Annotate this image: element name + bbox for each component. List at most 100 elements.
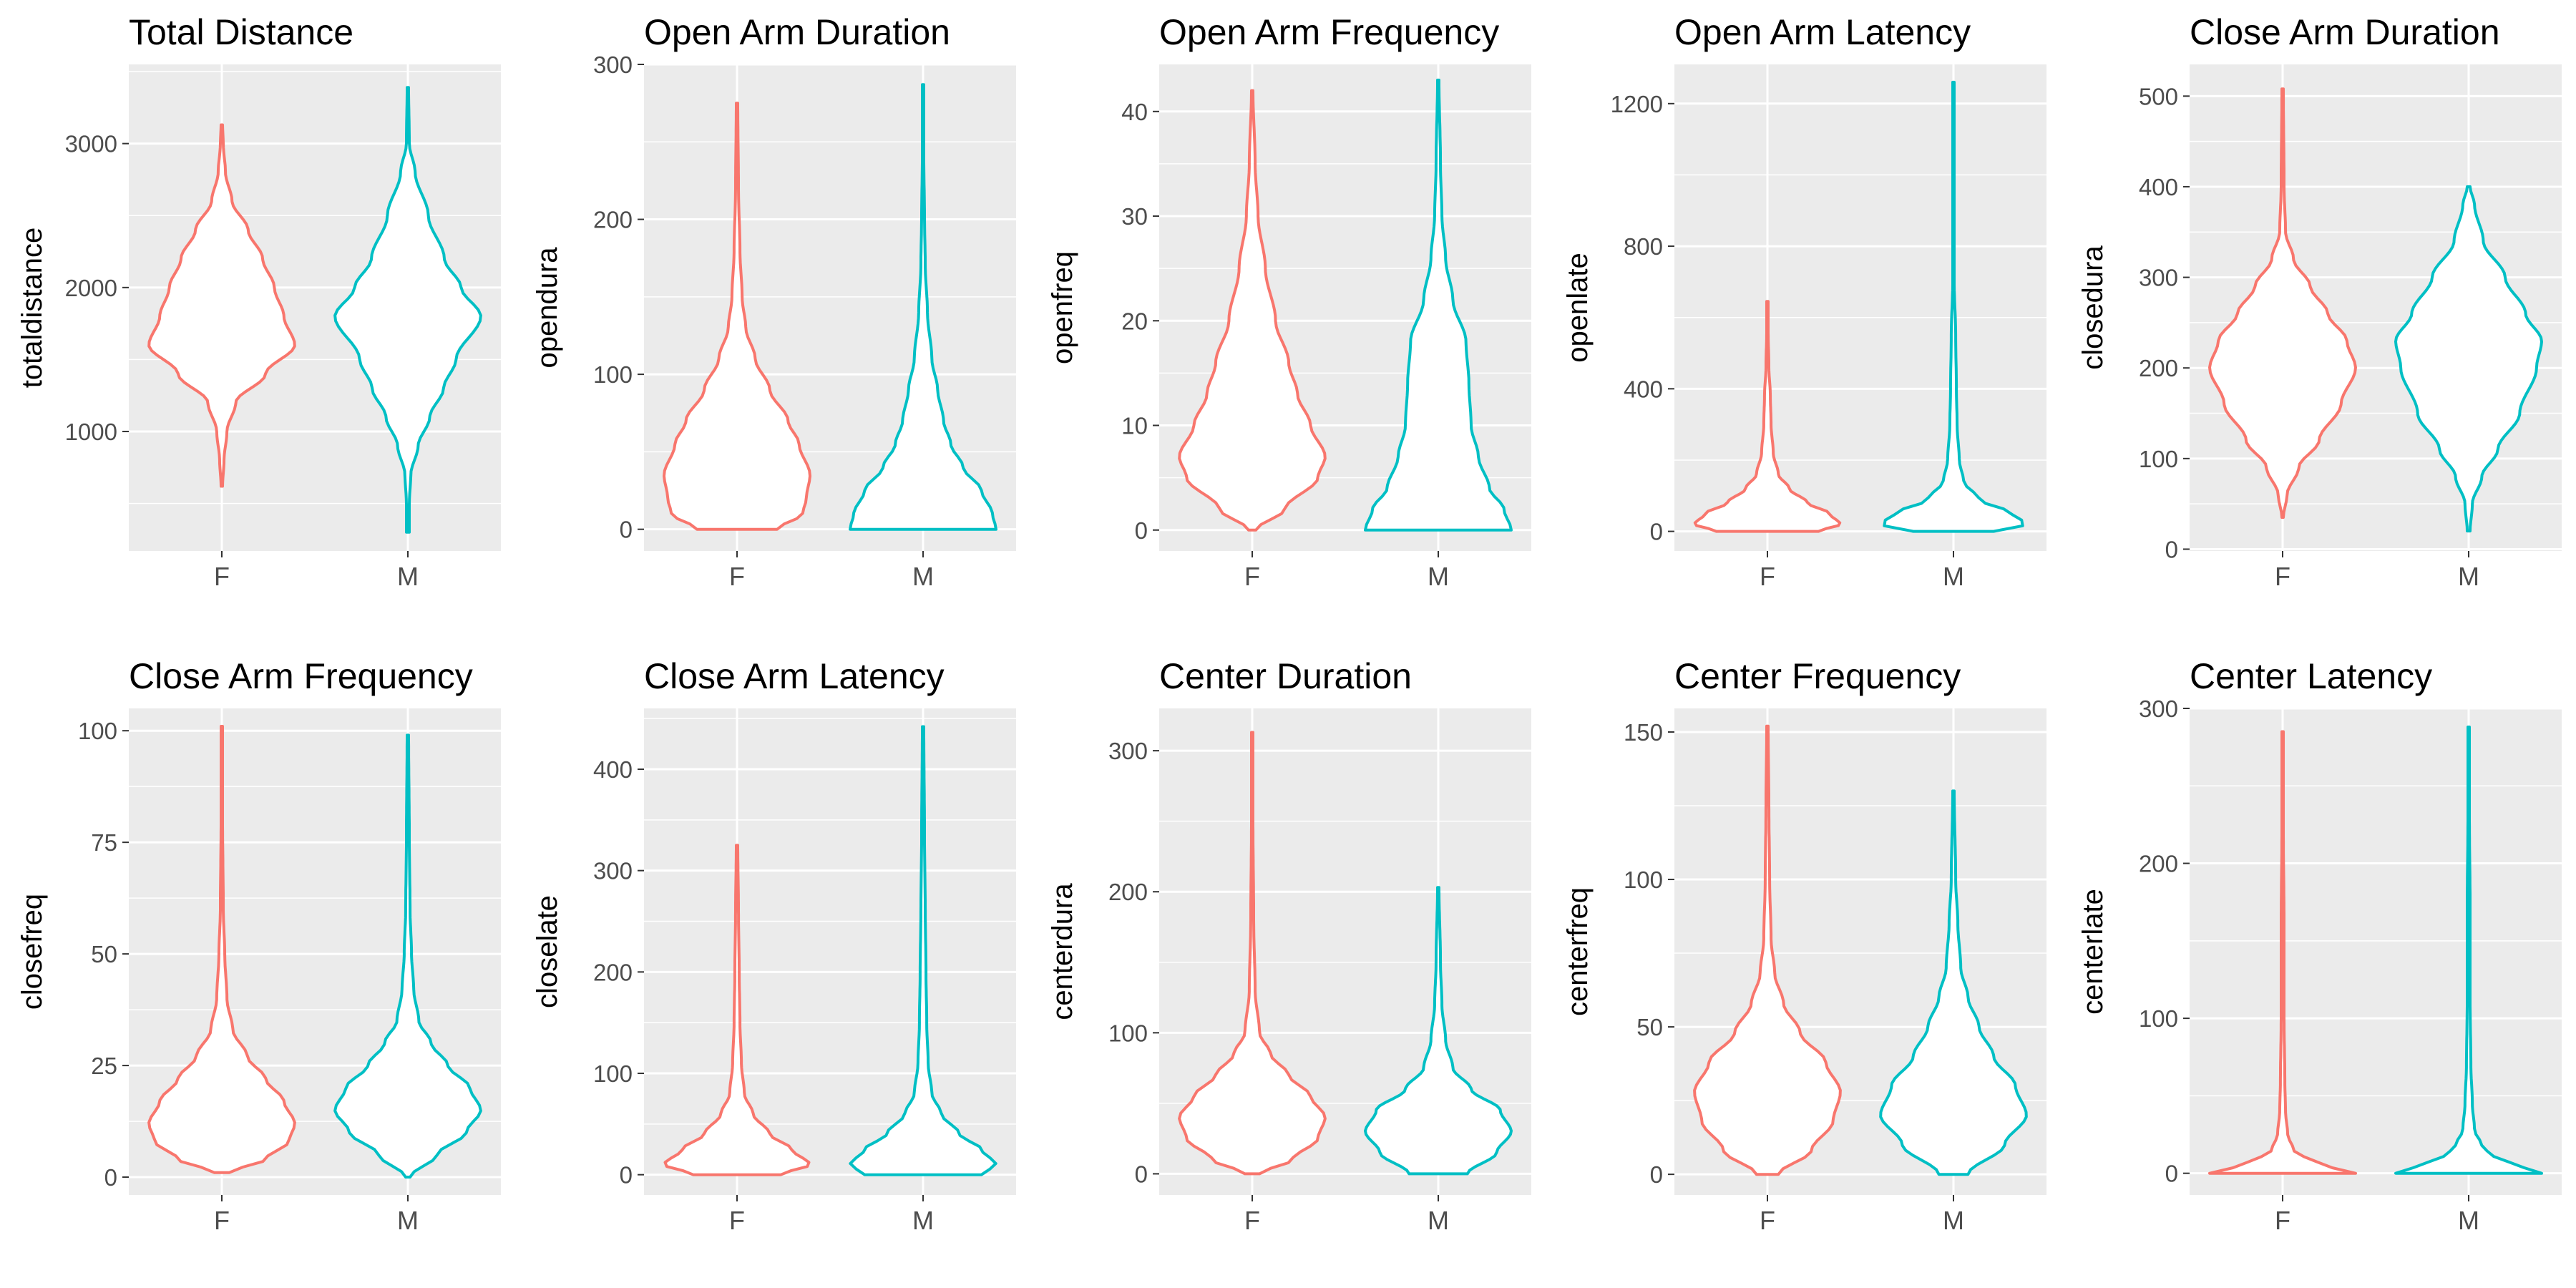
y-tick-label: 2000 [65, 275, 117, 301]
y-axis-label: opendura [532, 247, 563, 369]
y-tick-label: 100 [593, 1060, 633, 1087]
violin-M [1879, 789, 2028, 1176]
x-tick-label-M: M [397, 562, 419, 591]
y-tick-label: 200 [593, 207, 633, 233]
y-tick-label: 1000 [65, 419, 117, 445]
x-tick-label-F: F [2275, 1206, 2290, 1235]
y-tick-label: 500 [2139, 83, 2178, 109]
panel-title: Center Latency [2190, 656, 2432, 696]
y-axis-label: totaldistance [16, 228, 48, 389]
x-tick-label-M: M [912, 1206, 934, 1235]
y-tick-label: 50 [1636, 1014, 1663, 1040]
y-tick-label: 400 [1624, 376, 1663, 402]
violin-F [147, 725, 296, 1174]
y-tick-label: 0 [104, 1164, 117, 1191]
y-tick-label: 100 [1108, 1020, 1148, 1046]
violin-panel-5: Close Arm Duration 0 100 200 300 400 500 F Mclos… [2077, 12, 2562, 591]
y-axis-label: openlate [1562, 253, 1594, 362]
violin-M [1364, 78, 1513, 532]
y-tick-label: 300 [2139, 265, 2178, 291]
y-tick-label: 25 [91, 1053, 117, 1079]
violin-F [2208, 730, 2357, 1175]
y-axis-label: closefreq [16, 894, 48, 1010]
x-tick-label-M: M [1428, 562, 1449, 591]
y-axis-label: centerlate [2077, 889, 2109, 1015]
y-tick-label: 30 [1121, 203, 1148, 230]
x-tick-label-F: F [1760, 1206, 1775, 1235]
y-tick-label: 3000 [65, 131, 117, 157]
y-tick-label: 0 [2165, 1161, 2178, 1187]
violin-M [2394, 185, 2543, 533]
plot-background [644, 708, 1016, 1195]
y-tick-label: 10 [1121, 413, 1148, 439]
y-tick-label: 150 [1624, 719, 1663, 746]
violin-M [1883, 80, 2024, 533]
panel-title: Close Arm Latency [644, 656, 945, 696]
x-tick-label-F: F [729, 562, 745, 591]
violin-F [1178, 731, 1327, 1176]
plot-background [2190, 708, 2562, 1195]
y-axis-label: closedura [2077, 245, 2109, 370]
y-tick-label: 50 [91, 941, 117, 967]
y-tick-label: 0 [1650, 519, 1663, 545]
y-tick-label: 300 [593, 52, 633, 78]
y-tick-label: 1200 [1611, 91, 1663, 117]
y-tick-label: 200 [2139, 851, 2178, 877]
y-tick-label: 200 [593, 959, 633, 985]
y-tick-label: 100 [2139, 446, 2178, 472]
y-axis-label: closelate [532, 895, 563, 1008]
violin-F [1693, 300, 1842, 533]
panel-title: Center Frequency [1674, 656, 1961, 696]
violin-panel-1: Total Distance 1000 2000 3000 F Mtotaldistanc… [16, 12, 501, 591]
y-tick-label: 100 [1624, 867, 1663, 893]
y-axis-label: centerdura [1047, 883, 1078, 1020]
violin-F [1693, 724, 1842, 1176]
panel-title: Open Arm Latency [1674, 12, 1971, 52]
y-tick-label: 100 [78, 718, 117, 744]
violin-M [849, 83, 997, 531]
y-tick-label: 400 [593, 756, 633, 783]
x-tick-label-M: M [397, 1206, 419, 1235]
y-axis-label: centerfreq [1562, 887, 1594, 1016]
panel-title: Open Arm Duration [644, 12, 950, 52]
violin-F [663, 844, 811, 1176]
violin-M [849, 725, 997, 1176]
x-tick-label-F: F [729, 1206, 745, 1235]
y-tick-label: 0 [620, 1162, 633, 1189]
violin-F [2208, 87, 2357, 519]
violin-M [333, 86, 482, 534]
violin-M [2394, 726, 2543, 1175]
x-tick-label-F: F [2275, 562, 2290, 591]
y-tick-label: 40 [1121, 99, 1148, 125]
y-tick-label: 300 [593, 858, 633, 884]
y-tick-label: 0 [620, 517, 633, 543]
y-tick-label: 0 [1135, 517, 1148, 544]
violin-M [333, 733, 482, 1179]
panel-title: Center Duration [1159, 656, 1412, 696]
x-tick-label-M: M [912, 562, 934, 591]
violin-F [147, 123, 296, 488]
y-tick-label: 200 [2139, 355, 2178, 381]
violin-F [1178, 89, 1327, 532]
violin-panel-7: Close Arm Latency 0 100 200 300 400 F Mcloselat… [532, 656, 1016, 1235]
panel-title: Close Arm Duration [2190, 12, 2500, 52]
y-tick-label: 0 [1135, 1161, 1148, 1187]
y-tick-label: 0 [1650, 1161, 1663, 1188]
y-tick-label: 0 [2165, 536, 2178, 562]
x-tick-label-F: F [214, 1206, 230, 1235]
panel-title: Open Arm Frequency [1159, 12, 1499, 52]
x-tick-label-M: M [1943, 1206, 1964, 1235]
y-tick-label: 800 [1624, 233, 1663, 260]
y-tick-label: 400 [2139, 174, 2178, 200]
y-tick-label: 100 [2139, 1005, 2178, 1032]
x-tick-label-F: F [1244, 1206, 1260, 1235]
x-tick-label-M: M [2458, 562, 2479, 591]
x-tick-label-M: M [1943, 562, 1964, 591]
